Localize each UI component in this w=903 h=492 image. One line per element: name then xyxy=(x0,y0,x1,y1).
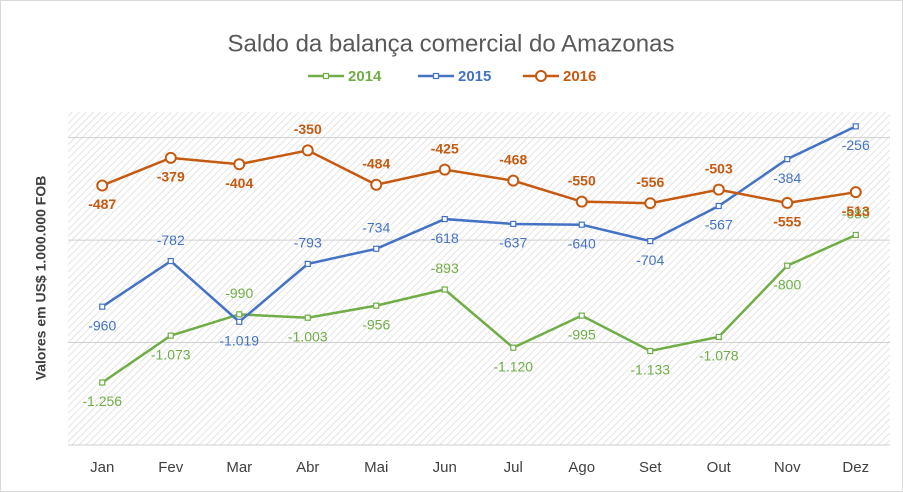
data-label: -404 xyxy=(225,175,253,191)
marker xyxy=(781,196,794,209)
data-label: -704 xyxy=(636,252,664,268)
marker xyxy=(370,178,383,191)
marker xyxy=(373,302,380,309)
data-label: -782 xyxy=(157,232,185,248)
data-label: -256 xyxy=(842,137,870,153)
data-label: -468 xyxy=(499,151,527,167)
data-label: -425 xyxy=(431,140,459,156)
marker xyxy=(507,174,520,187)
marker xyxy=(852,231,859,239)
data-label: -503 xyxy=(705,160,733,176)
data-label: -487 xyxy=(88,196,116,212)
marker xyxy=(167,257,174,265)
x-tick-label: Mai xyxy=(364,459,388,476)
line xyxy=(101,233,857,384)
marker xyxy=(441,215,448,223)
marker xyxy=(715,202,722,210)
marker xyxy=(578,312,585,319)
data-label: -893 xyxy=(431,260,459,276)
data-label: -960 xyxy=(88,317,116,333)
data-label: -379 xyxy=(157,169,185,185)
x-tick-label: Abr xyxy=(296,459,319,476)
legend-marker xyxy=(432,72,440,80)
data-label: -800 xyxy=(773,276,801,292)
data-label: -350 xyxy=(294,121,322,137)
x-tick-label: Set xyxy=(639,459,662,476)
marker xyxy=(510,220,517,228)
marker xyxy=(578,221,585,228)
data-label: -734 xyxy=(362,219,390,235)
data-label: -484 xyxy=(362,155,390,171)
data-label: -1.073 xyxy=(151,346,191,362)
marker xyxy=(304,260,311,267)
chart-title: Saldo da balança comercial do Amazonas xyxy=(228,30,675,57)
data-label: -680 xyxy=(842,206,870,222)
data-label: -555 xyxy=(773,214,801,230)
data-label: -640 xyxy=(568,235,596,251)
x-tick-label: Dez xyxy=(842,459,869,476)
marker xyxy=(99,379,106,386)
marker xyxy=(233,158,246,171)
marker xyxy=(99,303,106,310)
data-label: -1.003 xyxy=(288,328,328,344)
marker xyxy=(236,318,243,325)
data-label: -990 xyxy=(225,285,253,301)
marker xyxy=(304,314,311,321)
marker xyxy=(784,262,791,269)
x-tick-label: Jun xyxy=(433,459,457,476)
data-label: -1.019 xyxy=(219,332,259,348)
plot-area xyxy=(68,112,890,445)
x-tick-label: Ago xyxy=(568,459,595,476)
data-label: -637 xyxy=(499,235,527,251)
marker xyxy=(373,245,380,252)
data-label: -384 xyxy=(773,170,801,186)
data-label: -618 xyxy=(431,230,459,246)
marker xyxy=(715,333,722,341)
marker xyxy=(236,311,243,318)
data-label: -567 xyxy=(705,217,733,233)
marker xyxy=(96,179,109,192)
x-tick-label: Mar xyxy=(226,459,252,476)
marker xyxy=(644,197,657,210)
marker xyxy=(712,183,725,196)
x-tick-label: Jul xyxy=(504,459,523,476)
x-tick-label: Out xyxy=(707,459,732,476)
marker xyxy=(438,163,451,176)
marker xyxy=(647,238,654,245)
legend-marker xyxy=(535,70,547,82)
marker xyxy=(510,344,517,351)
marker xyxy=(167,332,174,339)
data-label: -550 xyxy=(568,172,596,188)
marker xyxy=(852,123,859,130)
data-label: -793 xyxy=(294,235,322,251)
marker xyxy=(647,347,654,355)
data-label: -556 xyxy=(636,174,664,190)
data-label: -1.133 xyxy=(630,362,670,378)
data-label: -513 xyxy=(842,203,870,219)
legend-label: 2015 xyxy=(458,68,491,85)
data-label: -1.120 xyxy=(493,358,533,374)
marker xyxy=(164,151,177,164)
data-label: -995 xyxy=(568,326,596,342)
legend-marker xyxy=(322,72,330,80)
marker xyxy=(441,286,448,293)
data-label: -956 xyxy=(362,316,390,332)
marker xyxy=(784,156,791,163)
data-label: -1.078 xyxy=(699,348,739,364)
y-axis-title: Valores em US$ 1.000.000 FOB xyxy=(33,176,49,381)
marker xyxy=(301,144,314,157)
x-tick-label: Jan xyxy=(90,459,114,476)
x-tick-label: Fev xyxy=(158,459,184,476)
line xyxy=(101,125,857,324)
marker xyxy=(575,195,588,208)
data-label: -1.256 xyxy=(82,393,122,409)
line xyxy=(101,149,856,205)
marker xyxy=(849,186,862,199)
legend-label: 2016 xyxy=(563,68,596,85)
x-tick-label: Nov xyxy=(774,459,801,476)
legend-label: 2014 xyxy=(348,68,382,85)
